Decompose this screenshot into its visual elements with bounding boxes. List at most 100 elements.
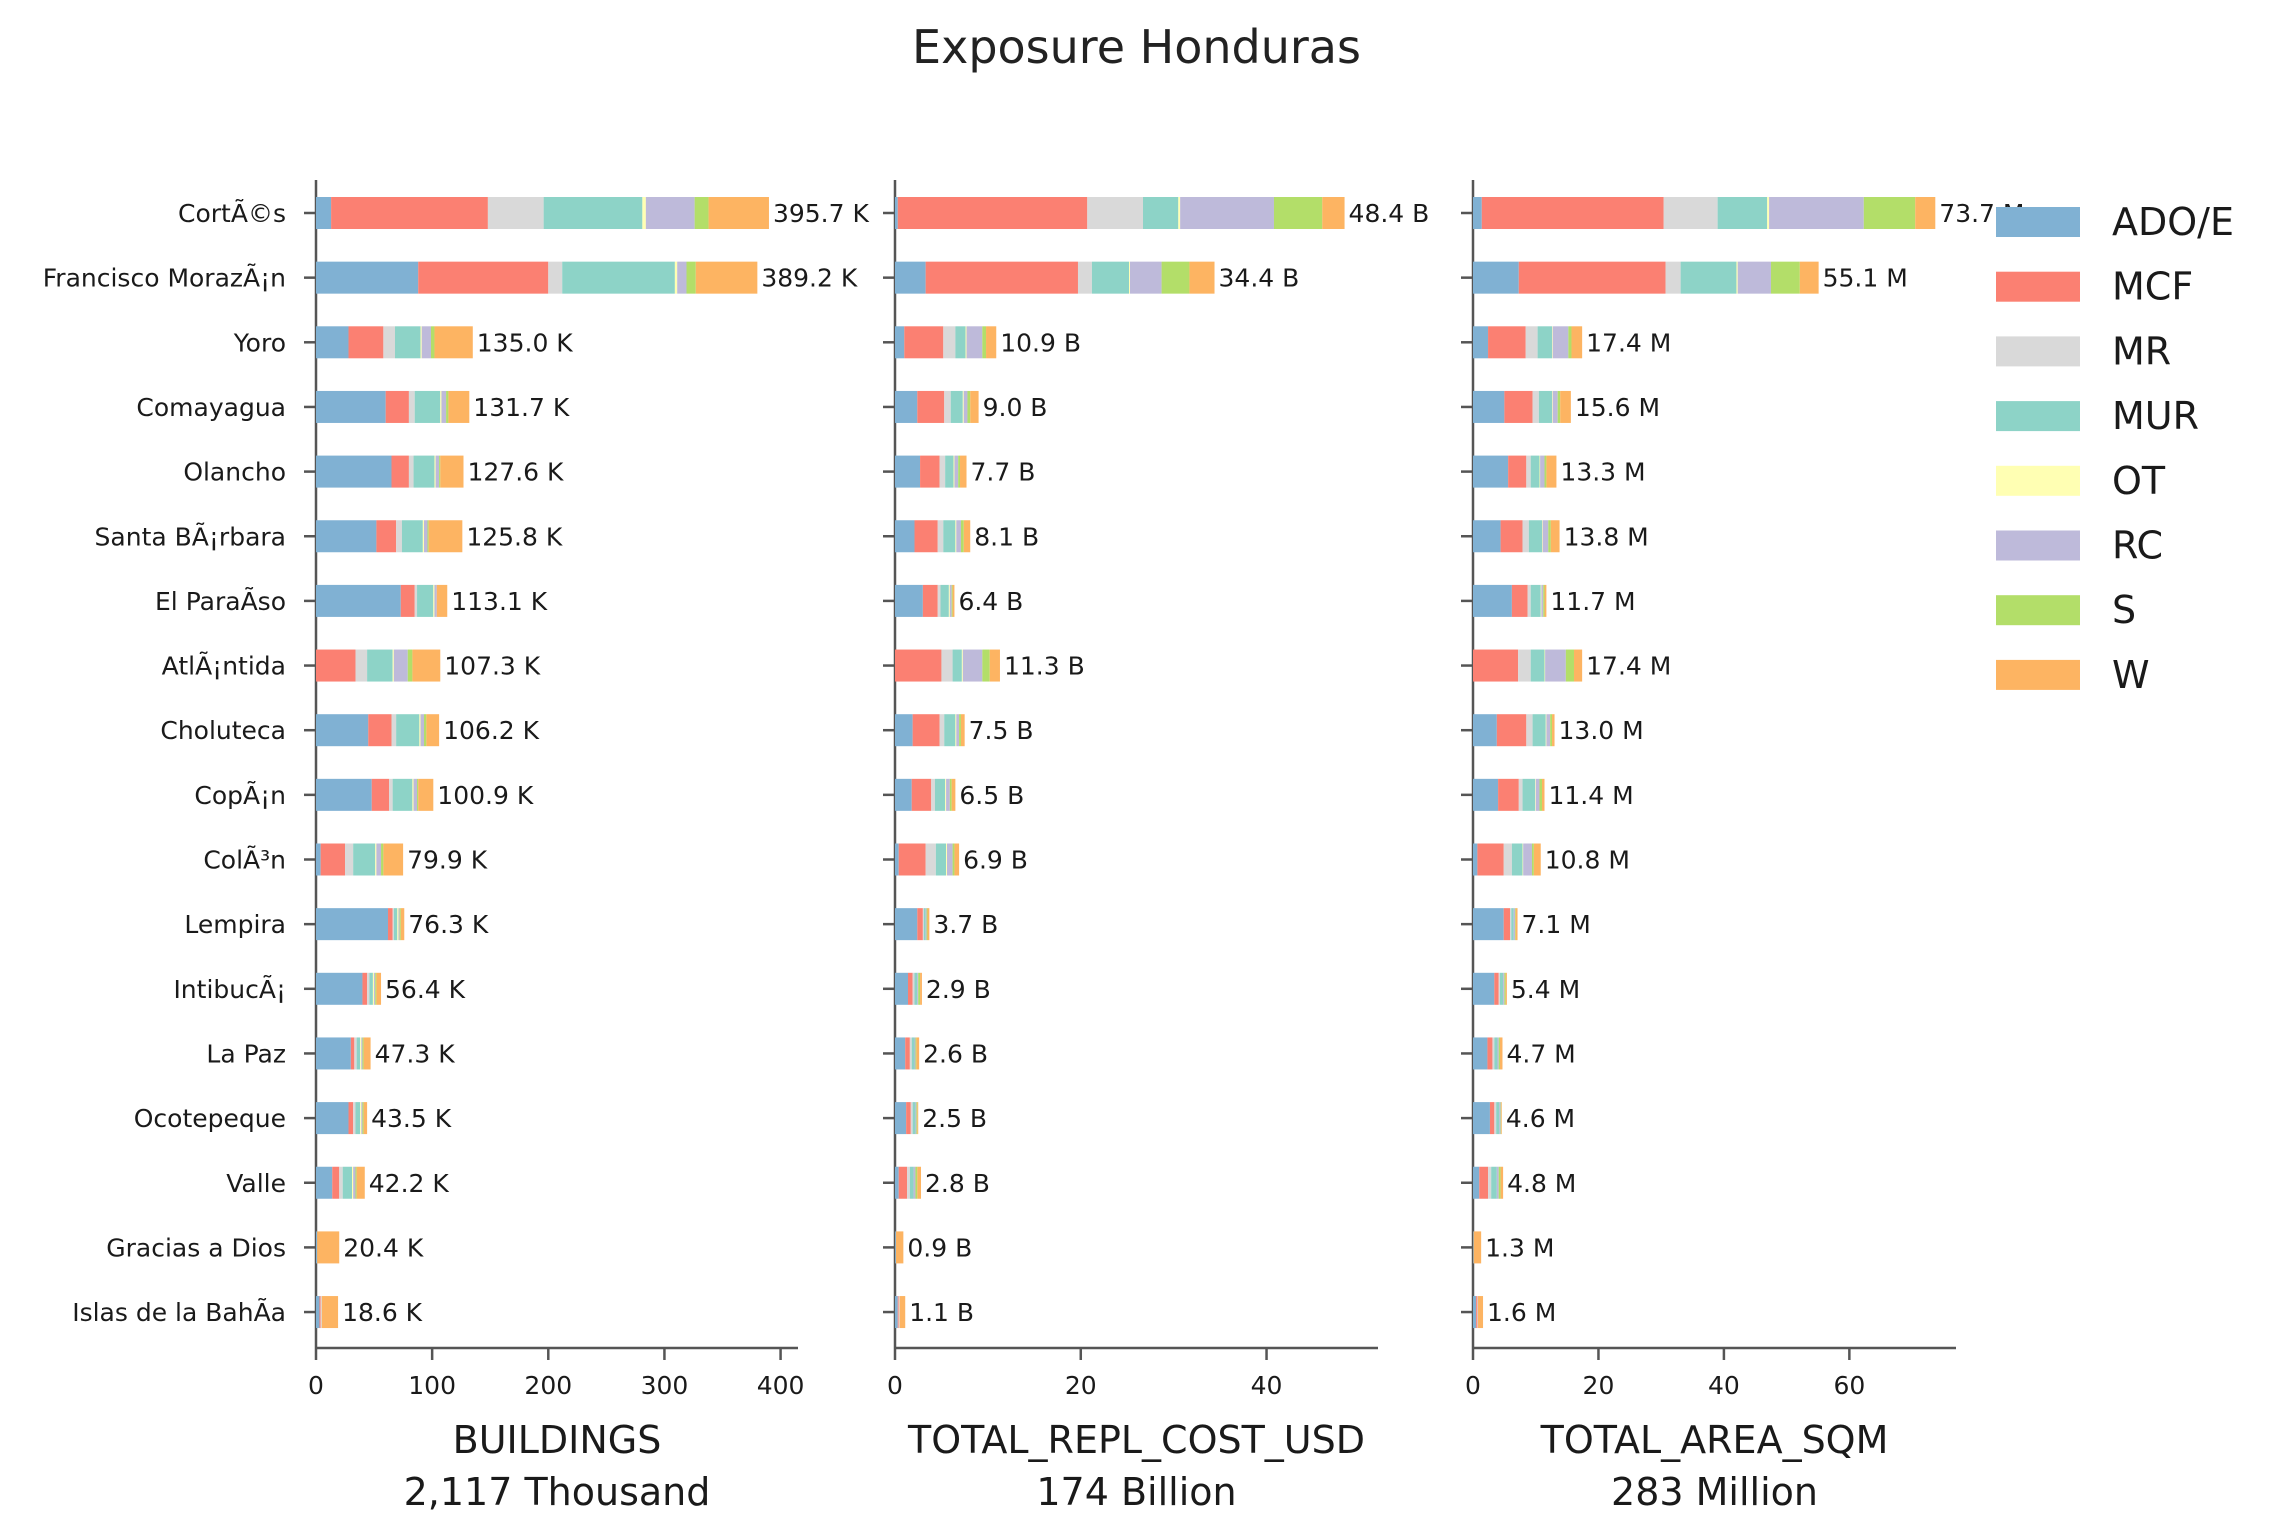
legend-label: MCF xyxy=(2112,265,2193,309)
bar-segment-MR xyxy=(944,390,951,423)
bar-segment-RC xyxy=(1513,908,1516,941)
bar-segment-W xyxy=(1544,584,1547,617)
total-label: 131.7 K xyxy=(473,393,570,422)
bar-segment-ADO/E xyxy=(316,1102,349,1135)
bar-segment-MR xyxy=(910,1102,913,1135)
bar-segment-OT xyxy=(1542,520,1543,553)
bar-segment-RC xyxy=(398,908,400,941)
bar-segment-MUR xyxy=(909,1166,914,1199)
y-tick-label: Islas de la BahÃ­a xyxy=(72,1297,286,1327)
bar-segment-OT xyxy=(955,520,957,553)
bar-segment-ADO/E xyxy=(895,520,915,553)
total-label: 4.7 M xyxy=(1506,1039,1575,1068)
bar-segment-MR xyxy=(383,326,395,359)
bar-segment-W xyxy=(440,455,464,488)
bar-segment-MUR xyxy=(413,455,435,488)
bar-segment-MCF xyxy=(1477,843,1504,876)
bar-segment-S xyxy=(694,197,709,229)
legend-item: ADO/E xyxy=(1996,200,2234,244)
bar-segment-MR xyxy=(1492,1037,1495,1070)
bar-segment-MUR xyxy=(943,520,956,553)
y-tick-label: Comayagua xyxy=(136,393,286,422)
bar-segment-OT xyxy=(674,261,678,294)
bar-segment-MCF xyxy=(925,261,1078,294)
bar-segment-W xyxy=(1560,390,1571,423)
total-label: 7.7 B xyxy=(971,458,1036,487)
bar-segment-RC xyxy=(434,584,437,617)
bar-segment-ADO/E xyxy=(895,390,918,423)
total-label: 56.4 K xyxy=(385,975,466,1004)
bar-segment-ADO/E xyxy=(1473,714,1497,747)
bar-segment-MR xyxy=(487,197,544,229)
legend-item: MUR xyxy=(1996,394,2199,438)
bar-segment-MUR xyxy=(1494,1037,1498,1070)
total-label: 17.4 M xyxy=(1586,652,1671,681)
bar-segment-W xyxy=(1189,261,1215,294)
bar-segment-OT xyxy=(1535,778,1536,811)
bar-segment-W xyxy=(1533,843,1541,876)
bar-segment-W xyxy=(695,261,758,294)
bar-segment-W xyxy=(428,520,463,553)
total-label: 10.8 M xyxy=(1545,846,1630,875)
bar-segment-S xyxy=(427,520,429,553)
bar-segment-S xyxy=(1543,584,1545,617)
total-label: 3.7 B xyxy=(933,910,998,939)
bar-segment-S xyxy=(916,1102,918,1135)
bar-segment-RC xyxy=(956,520,961,553)
bar-segment-ADO/E xyxy=(316,1166,333,1199)
bar-segment-MCF xyxy=(917,908,923,941)
bar-segment-RC xyxy=(946,778,950,811)
x-tick-label: 400 xyxy=(757,1371,805,1400)
bar-segment-MR xyxy=(392,908,394,941)
total-label: 18.6 K xyxy=(342,1298,423,1327)
total-label: 125.8 K xyxy=(466,522,563,551)
total-label: 2.9 B xyxy=(926,975,991,1004)
legend-label: W xyxy=(2112,653,2150,697)
bar-segment-MR xyxy=(408,390,415,423)
bar-segment-MUR xyxy=(342,1166,353,1199)
bar-segment-MUR xyxy=(562,261,675,294)
total-label: 135.0 K xyxy=(477,328,574,357)
bar-segment-W xyxy=(1799,261,1819,294)
bar-segment-MUR xyxy=(369,972,373,1005)
bar-segment-RC xyxy=(925,908,927,941)
bar-segment-W xyxy=(1499,1037,1503,1070)
bar-segment-RC xyxy=(361,1102,363,1135)
bar-segment-MR xyxy=(408,455,414,488)
total-label: 34.4 B xyxy=(1219,264,1300,293)
bar-segment-MUR xyxy=(923,908,926,941)
bar-segment-OT xyxy=(953,455,955,488)
x-tick-label: 20 xyxy=(1583,1371,1615,1400)
bar-segment-RC xyxy=(1497,1037,1499,1070)
bar-segment-W xyxy=(383,843,404,876)
bar-segment-MUR xyxy=(944,714,956,747)
bar-segment-S xyxy=(1548,520,1551,553)
bar-segment-ADO/E xyxy=(895,908,918,941)
legend-swatch xyxy=(1996,595,2080,626)
bar-segment-W xyxy=(960,714,965,747)
bar-segment-MUR xyxy=(934,778,946,811)
bar-segment-S xyxy=(686,261,696,294)
bar-segment-OT xyxy=(372,972,375,1005)
bar-segment-S xyxy=(960,520,964,553)
bar-segment-W xyxy=(1505,972,1507,1005)
legend-item: OT xyxy=(1996,459,2166,503)
bar-segment-W xyxy=(448,390,470,423)
bar-segment-OT xyxy=(955,714,957,747)
total-label: 395.7 K xyxy=(773,199,870,228)
bar-segment-MCF xyxy=(912,714,940,747)
bar-segment-MUR xyxy=(401,520,423,553)
bar-segment-MR xyxy=(548,261,563,294)
bar-segment-OT xyxy=(360,1037,362,1070)
bar-segment-ADO/E xyxy=(1473,1231,1474,1264)
bar-segment-RC xyxy=(966,326,983,359)
bar-segment-OT xyxy=(945,778,947,811)
bar-segment-ADO/E xyxy=(895,197,898,229)
total-label: 48.4 B xyxy=(1349,199,1430,228)
total-label: 1.3 M xyxy=(1485,1233,1554,1262)
bar-segment-MUR xyxy=(1680,261,1737,294)
bar-segment-OT xyxy=(642,197,646,229)
bar-segment-ADO/E xyxy=(316,778,372,811)
bar-segment-ADO/E xyxy=(316,261,419,294)
